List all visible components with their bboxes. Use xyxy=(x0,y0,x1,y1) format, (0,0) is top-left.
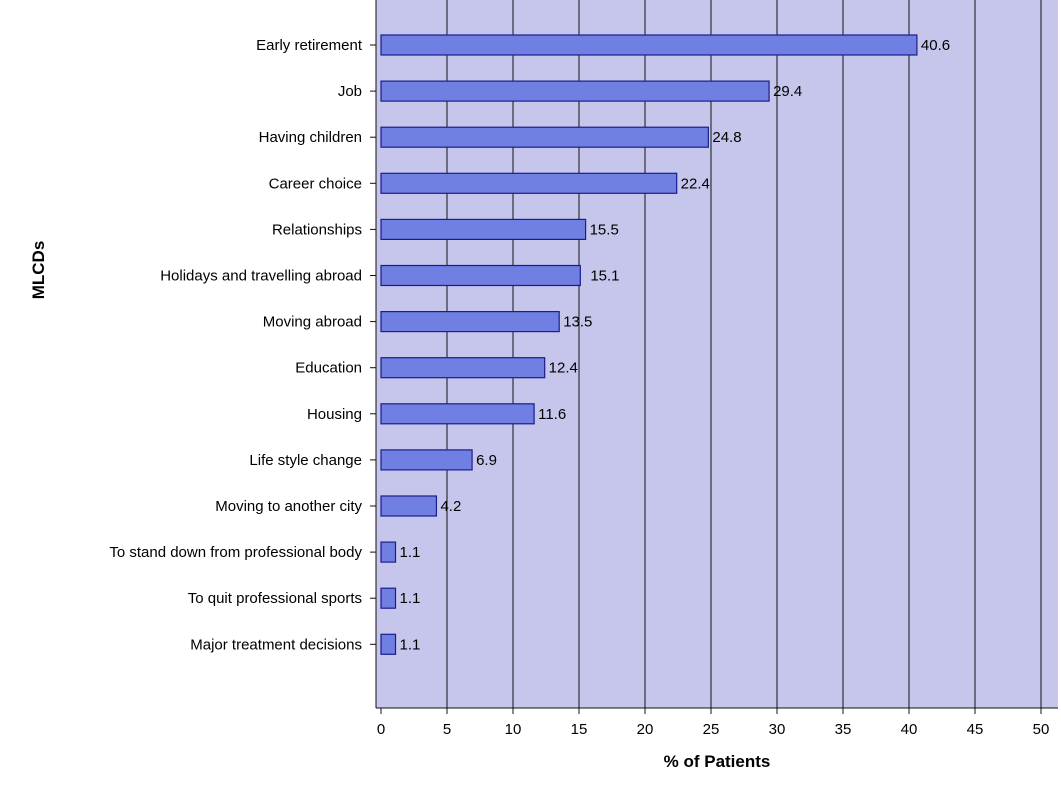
value-labels: 40.6 29.4 24.8 22.4 15.5 15.1 13.5 12.4 11.6 6.9 4… xyxy=(400,37,951,653)
bar-value-label: 40.6 xyxy=(921,37,950,54)
bar xyxy=(380,495,438,517)
bar xyxy=(380,126,709,148)
x-tick-label: 0 xyxy=(377,721,385,738)
category-label: Early retirement xyxy=(256,37,363,54)
bar-value-label: 22.4 xyxy=(681,175,710,192)
bars xyxy=(380,34,918,655)
category-labels: Early retirement Job Having children Career… xyxy=(109,37,376,653)
category-label: To quit professional sports xyxy=(188,590,362,607)
bar xyxy=(380,311,560,333)
x-tick-label: 25 xyxy=(703,721,720,738)
category-label: Housing xyxy=(307,406,362,423)
bar-value-label: 6.9 xyxy=(476,452,497,469)
bar xyxy=(380,633,397,655)
bar xyxy=(380,34,918,56)
bar-value-label: 4.2 xyxy=(440,498,461,515)
bar-value-label: 15.1 xyxy=(590,268,619,285)
bar-value-label: 1.1 xyxy=(400,636,421,653)
bar xyxy=(380,218,587,240)
bar-value-label: 11.6 xyxy=(538,406,566,423)
category-label: Moving abroad xyxy=(263,314,362,331)
bar xyxy=(380,357,546,379)
bar xyxy=(380,449,473,471)
bar xyxy=(380,264,581,287)
x-tick-label: 10 xyxy=(505,721,522,738)
bar-value-label: 29.4 xyxy=(773,83,802,100)
x-tick-label: 35 xyxy=(835,721,852,738)
x-tick-label: 45 xyxy=(967,721,984,738)
x-tick-labels: 0 5 10 15 20 25 30 35 40 45 50 xyxy=(377,708,1050,738)
x-tick-label: 5 xyxy=(443,721,451,738)
category-label: Life style change xyxy=(249,452,362,469)
category-label: Job xyxy=(338,83,362,100)
bar-value-label: 13.5 xyxy=(563,314,592,331)
category-label: Holidays and travelling abroad xyxy=(160,268,362,285)
bar-value-label: 1.1 xyxy=(400,544,421,561)
x-tick-label: 15 xyxy=(571,721,588,738)
bar xyxy=(380,541,397,563)
gridlines xyxy=(446,0,1042,708)
category-label: Moving to another city xyxy=(215,498,362,515)
bar-value-label: 15.5 xyxy=(590,221,619,238)
bar xyxy=(380,172,678,194)
x-tick-label: 30 xyxy=(769,721,786,738)
y-axis-title: MLCDs xyxy=(29,241,48,300)
category-label: Relationships xyxy=(272,221,362,238)
x-tick-label: 20 xyxy=(637,721,654,738)
x-tick-label: 50 xyxy=(1033,721,1050,738)
category-label: Having children xyxy=(259,129,362,146)
bar xyxy=(380,80,770,102)
plot-area xyxy=(376,0,1058,708)
bar xyxy=(380,587,397,609)
bar-value-label: 12.4 xyxy=(549,360,578,377)
category-label: Education xyxy=(295,360,362,377)
x-axis-title: % of Patients xyxy=(664,752,771,771)
category-label: To stand down from professional body xyxy=(109,544,362,561)
category-label: Career choice xyxy=(269,175,362,192)
bar-value-label: 24.8 xyxy=(712,129,741,146)
bar-value-label: 1.1 xyxy=(400,590,421,607)
x-tick-label: 40 xyxy=(901,721,918,738)
bar xyxy=(380,403,535,425)
category-label: Major treatment decisions xyxy=(190,636,362,653)
